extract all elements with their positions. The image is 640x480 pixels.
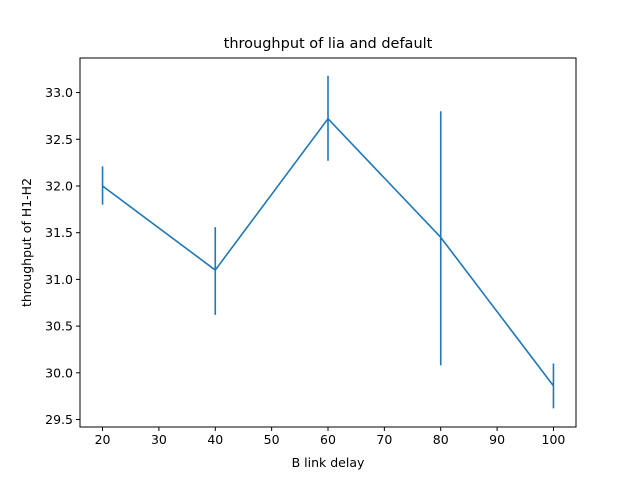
x-tick-label: 60: [320, 432, 336, 447]
series-group: [101, 75, 555, 409]
x-tick-label: 100: [542, 432, 566, 447]
y-tick-label: 32.5: [45, 132, 73, 147]
y-axis: 29.5 30.0 30.5 31.0 31.5 32.0 32.5 33.0: [45, 85, 80, 427]
x-tick-label: 80: [433, 432, 449, 447]
x-axis: 20 30 40 50 60 70 80 90 100: [95, 427, 566, 447]
y-tick-label: 30.0: [45, 365, 73, 380]
y-tick-label: 30.5: [45, 319, 73, 334]
x-axis-label: B link delay: [292, 455, 365, 470]
x-tick-label: 50: [264, 432, 280, 447]
y-tick-label: 33.0: [45, 85, 73, 100]
y-axis-label: throughput of H1-H2: [19, 178, 34, 307]
x-tick-label: 90: [489, 432, 505, 447]
y-tick-label: 31.5: [45, 225, 73, 240]
x-tick-label: 30: [151, 432, 167, 447]
x-tick-label: 70: [376, 432, 392, 447]
y-tick-label: 29.5: [45, 412, 73, 427]
y-tick-label: 32.0: [45, 178, 73, 193]
y-tick-label: 31.0: [45, 272, 73, 287]
x-tick-label: 20: [95, 432, 111, 447]
chart-title: throughput of lia and default: [224, 36, 433, 52]
x-tick-label: 40: [207, 432, 223, 447]
